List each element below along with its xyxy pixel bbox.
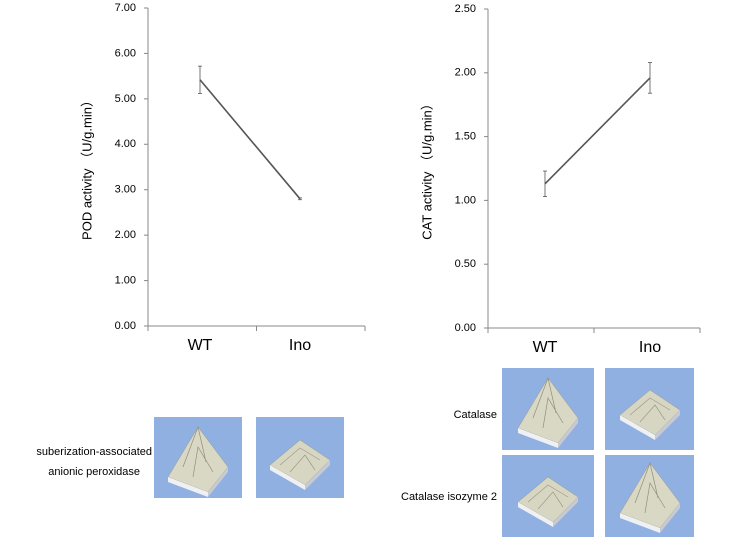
y-tick-label: 0.00 xyxy=(115,320,136,332)
y-tick-label: 0.50 xyxy=(455,258,476,270)
y-axis-label: POD activity （U/g.min） xyxy=(79,94,94,240)
data-line xyxy=(544,77,651,185)
y-tick-label: 1.00 xyxy=(115,274,136,286)
y-tick-label: 5.00 xyxy=(115,93,136,105)
y-tick-label: 2.50 xyxy=(455,3,476,15)
y-axis-label: CAT activity （U/g.min） xyxy=(419,97,434,240)
x-tick-label: WT xyxy=(188,337,213,354)
x-tick-label: WT xyxy=(533,339,558,356)
y-tick-label: 1.50 xyxy=(455,131,476,143)
panel-label: Catalase isozyme 2 xyxy=(401,491,497,503)
panel-label: suberization-associated xyxy=(36,446,152,458)
x-tick-label: Ino xyxy=(639,339,661,356)
y-tick-label: 6.00 xyxy=(115,47,136,59)
x-tick-label: Ino xyxy=(289,337,311,354)
y-tick-label: 2.00 xyxy=(455,67,476,79)
y-tick-label: 7.00 xyxy=(115,2,136,14)
panel-label: anionic peroxidase xyxy=(48,466,140,478)
y-tick-label: 0.00 xyxy=(455,322,476,334)
y-tick-label: 4.00 xyxy=(115,138,136,150)
panel-label: Catalase xyxy=(454,409,497,421)
data-line xyxy=(199,79,301,200)
y-tick-label: 2.00 xyxy=(115,229,136,241)
y-tick-label: 1.00 xyxy=(455,194,476,206)
y-tick-label: 3.00 xyxy=(115,184,136,196)
panel-images xyxy=(154,368,694,537)
